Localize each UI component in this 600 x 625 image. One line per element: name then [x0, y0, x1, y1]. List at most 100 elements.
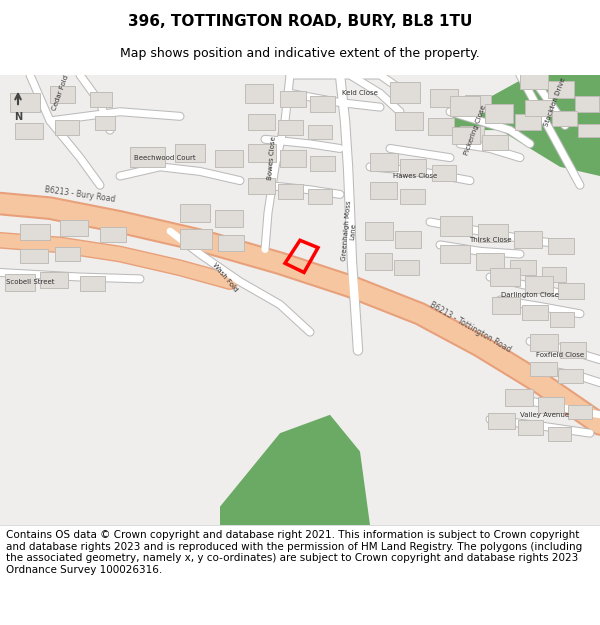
Polygon shape — [568, 405, 592, 419]
Polygon shape — [476, 253, 504, 270]
Polygon shape — [308, 124, 332, 139]
Text: Darlington Close: Darlington Close — [501, 292, 559, 298]
Polygon shape — [175, 144, 205, 162]
Polygon shape — [440, 245, 470, 263]
Polygon shape — [278, 184, 303, 199]
Polygon shape — [15, 122, 43, 139]
Polygon shape — [548, 427, 571, 441]
Polygon shape — [180, 229, 212, 249]
Polygon shape — [518, 420, 543, 435]
Text: Pickering Close: Pickering Close — [463, 104, 487, 156]
Polygon shape — [530, 334, 558, 351]
Polygon shape — [220, 415, 370, 525]
Polygon shape — [248, 178, 275, 194]
Polygon shape — [365, 222, 393, 240]
Polygon shape — [20, 224, 50, 240]
Polygon shape — [278, 120, 303, 135]
Polygon shape — [560, 342, 586, 358]
Polygon shape — [522, 304, 548, 320]
Polygon shape — [370, 153, 398, 171]
Text: N: N — [14, 112, 22, 122]
Polygon shape — [100, 228, 126, 242]
Polygon shape — [50, 86, 75, 103]
Polygon shape — [432, 165, 456, 181]
Polygon shape — [550, 312, 574, 327]
Polygon shape — [578, 124, 600, 138]
Polygon shape — [365, 253, 392, 270]
Polygon shape — [430, 89, 458, 107]
Polygon shape — [248, 114, 275, 130]
Polygon shape — [515, 114, 541, 130]
Polygon shape — [90, 92, 112, 107]
Polygon shape — [450, 96, 480, 116]
Polygon shape — [548, 81, 574, 98]
Polygon shape — [394, 259, 419, 275]
Polygon shape — [280, 150, 306, 167]
Polygon shape — [95, 116, 115, 130]
Text: B6213 - Bury Road: B6213 - Bury Road — [44, 185, 116, 204]
Polygon shape — [525, 276, 553, 292]
Text: Beechwood Court: Beechwood Court — [134, 154, 196, 161]
Text: B6213 - Tottington Road: B6213 - Tottington Road — [428, 301, 512, 354]
Polygon shape — [465, 95, 491, 112]
Polygon shape — [440, 216, 472, 236]
Polygon shape — [20, 249, 48, 263]
Polygon shape — [60, 220, 88, 236]
Polygon shape — [308, 189, 332, 204]
Polygon shape — [530, 361, 557, 376]
Polygon shape — [55, 120, 79, 135]
Polygon shape — [400, 189, 425, 204]
Polygon shape — [482, 135, 508, 150]
Polygon shape — [280, 91, 306, 107]
Polygon shape — [538, 398, 564, 413]
Polygon shape — [310, 156, 335, 171]
Polygon shape — [40, 272, 68, 288]
Text: Cedar Fold: Cedar Fold — [51, 75, 69, 112]
Text: 396, TOTTINGTON ROAD, BURY, BL8 1TU: 396, TOTTINGTON ROAD, BURY, BL8 1TU — [128, 14, 472, 29]
Polygon shape — [395, 112, 423, 130]
Polygon shape — [558, 284, 584, 299]
Polygon shape — [505, 389, 533, 406]
Polygon shape — [400, 159, 426, 176]
Text: Scobell Street: Scobell Street — [6, 279, 54, 284]
Polygon shape — [80, 276, 105, 291]
Text: Wash Fold: Wash Fold — [211, 262, 239, 292]
Polygon shape — [395, 231, 421, 248]
Polygon shape — [245, 84, 273, 102]
Polygon shape — [370, 182, 397, 199]
Polygon shape — [460, 126, 484, 141]
Polygon shape — [514, 231, 542, 248]
Polygon shape — [10, 93, 40, 112]
Polygon shape — [488, 413, 515, 429]
Text: Valley Avenue: Valley Avenue — [520, 412, 569, 418]
Polygon shape — [248, 144, 276, 162]
Polygon shape — [525, 100, 552, 116]
Polygon shape — [428, 118, 454, 135]
Polygon shape — [55, 247, 80, 261]
Polygon shape — [478, 224, 508, 242]
Polygon shape — [215, 150, 243, 167]
Polygon shape — [5, 274, 35, 291]
FancyBboxPatch shape — [0, 75, 600, 525]
Polygon shape — [548, 239, 574, 254]
Polygon shape — [485, 104, 513, 122]
Text: Hawes Close: Hawes Close — [393, 173, 437, 179]
Text: Greenhalgh Moss
Lane: Greenhalgh Moss Lane — [341, 201, 359, 262]
Polygon shape — [430, 75, 600, 176]
Polygon shape — [180, 204, 210, 222]
Polygon shape — [452, 127, 480, 144]
Polygon shape — [130, 147, 165, 167]
Text: Foxfield Close: Foxfield Close — [536, 352, 584, 358]
Text: Keld Close: Keld Close — [342, 91, 378, 96]
Polygon shape — [542, 267, 566, 282]
Polygon shape — [310, 96, 335, 112]
Polygon shape — [575, 96, 599, 112]
Polygon shape — [510, 259, 536, 275]
Polygon shape — [520, 71, 548, 89]
Polygon shape — [218, 235, 244, 251]
Text: Map shows position and indicative extent of the property.: Map shows position and indicative extent… — [120, 48, 480, 61]
Text: Stockton Drive: Stockton Drive — [544, 78, 566, 128]
Polygon shape — [490, 268, 520, 286]
Polygon shape — [390, 82, 420, 102]
Text: Contains OS data © Crown copyright and database right 2021. This information is : Contains OS data © Crown copyright and d… — [6, 530, 582, 575]
